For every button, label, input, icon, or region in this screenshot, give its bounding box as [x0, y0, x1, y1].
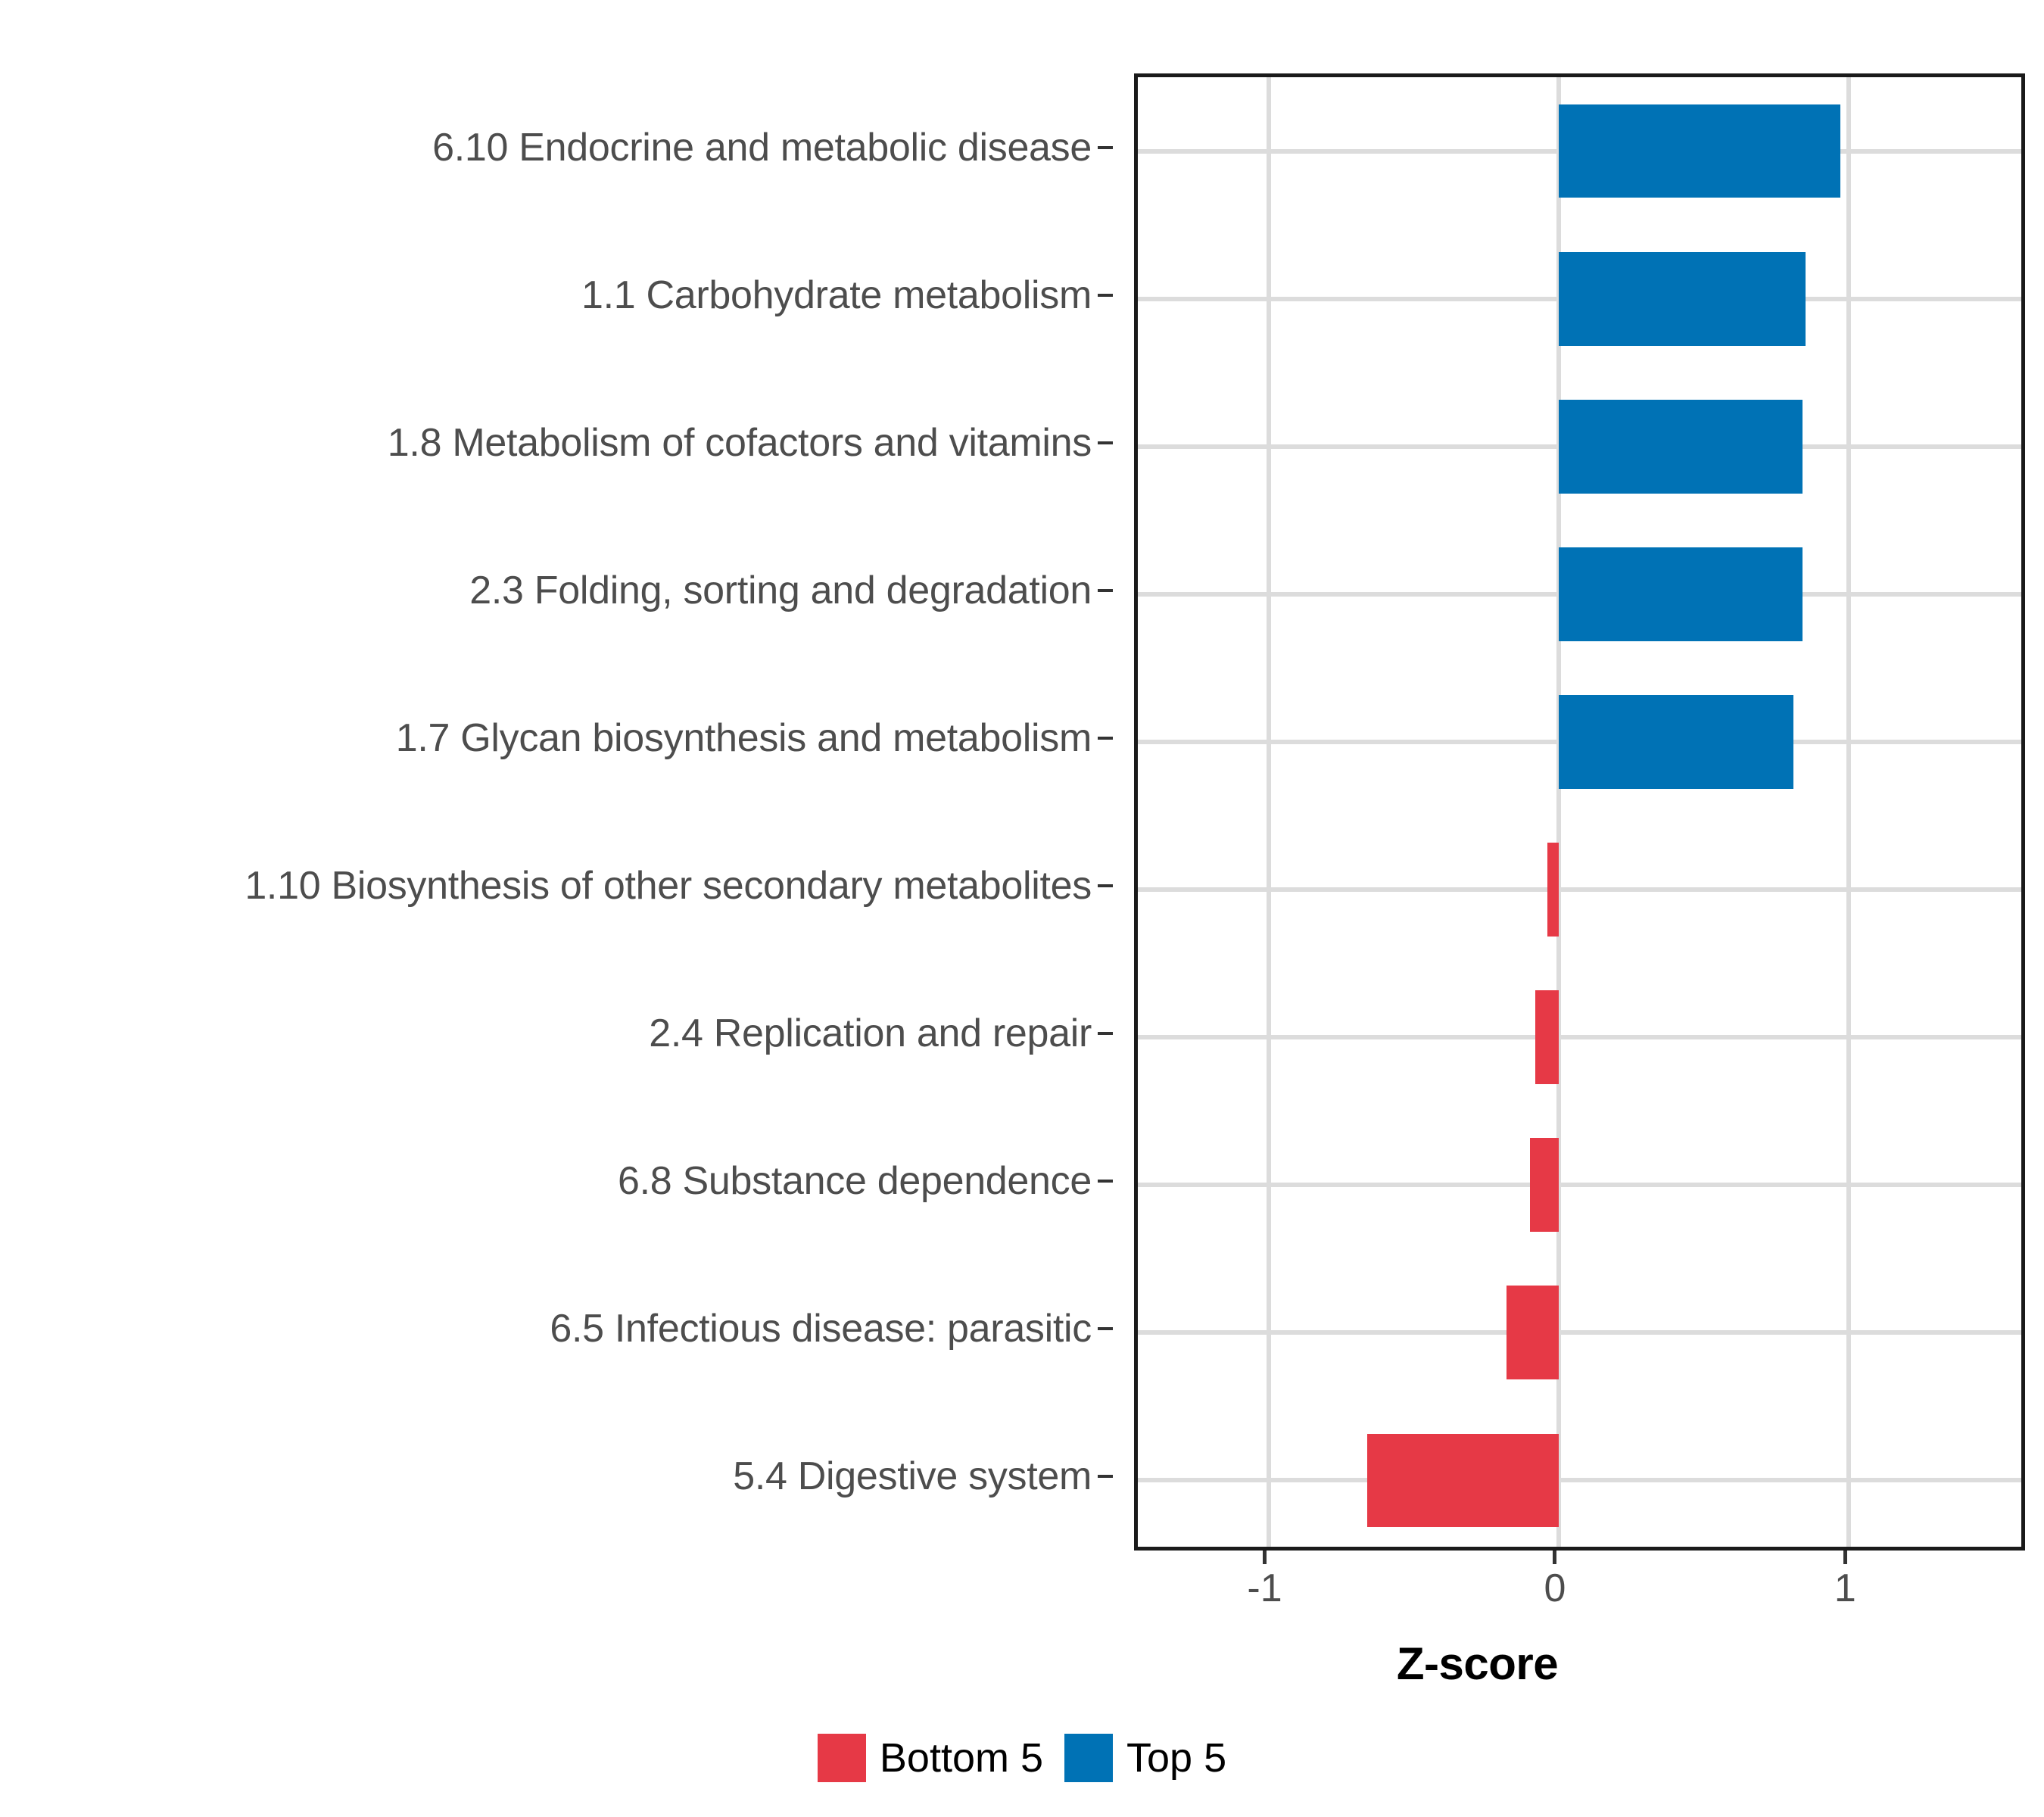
bar[interactable] — [1547, 843, 1559, 937]
y-axis-tick-row: 6.10 Endocrine and metabolic disease — [0, 120, 1113, 175]
plot-panel — [1134, 73, 2025, 1551]
y-axis-tick-row: 5.4 Digestive system — [0, 1449, 1113, 1504]
y-axis-tick-row: 6.5 Infectious disease: parasitic — [0, 1301, 1113, 1356]
legend-label: Top 5 — [1126, 1735, 1227, 1781]
x-axis-title-text: Z-score — [1396, 1638, 1559, 1689]
y-axis-tick-mark-icon — [1098, 145, 1113, 149]
y-axis-tick-mark-icon — [1098, 293, 1113, 297]
y-axis-tick-label: 1.1 Carbohydrate metabolism — [581, 273, 1092, 317]
x-axis-tick-mark-icon — [1843, 1551, 1847, 1564]
grid-line-horizontal — [1138, 887, 2021, 893]
y-axis-tick-mark-icon — [1098, 441, 1113, 444]
bar[interactable] — [1558, 547, 1803, 641]
x-axis-tick-label: 0 — [1544, 1566, 1566, 1610]
y-axis-tick-label: 6.8 Substance dependence — [618, 1159, 1092, 1204]
y-axis-tick-label: 6.5 Infectious disease: parasitic — [550, 1307, 1092, 1351]
bar[interactable] — [1558, 104, 1840, 198]
bar[interactable] — [1529, 1138, 1559, 1233]
bar[interactable] — [1535, 990, 1559, 1085]
grid-line-horizontal — [1138, 1035, 2021, 1040]
y-axis-tick-row: 1.10 Biosynthesis of other secondary met… — [0, 859, 1113, 913]
y-axis-tick-row: 2.3 Folding, sorting and degradation — [0, 563, 1113, 618]
x-axis-tick-label: 1 — [1834, 1566, 1856, 1610]
legend: Bottom 5 Top 5 — [0, 1734, 2044, 1782]
x-axis-tick-mark-icon — [1263, 1551, 1267, 1564]
y-axis-tick-mark-icon — [1098, 736, 1113, 740]
y-axis-tick-label: 1.7 Glycan biosynthesis and metabolism — [395, 715, 1092, 760]
y-axis-tick-mark-icon — [1098, 1032, 1113, 1036]
y-axis-tick-mark-icon — [1098, 1475, 1113, 1479]
y-axis-tick-label: 2.4 Replication and repair — [649, 1011, 1092, 1056]
x-axis-tick-mark-icon — [1553, 1551, 1557, 1564]
grid-line-horizontal — [1138, 1478, 2021, 1483]
legend-label: Bottom 5 — [879, 1735, 1043, 1781]
y-axis-tick-label: 2.3 Folding, sorting and degradation — [469, 568, 1092, 612]
legend-item-bottom5[interactable]: Bottom 5 — [817, 1734, 1043, 1782]
x-axis-tick-label: -1 — [1247, 1566, 1282, 1610]
grid-line-vertical — [1266, 77, 1271, 1547]
bar[interactable] — [1558, 251, 1806, 346]
bar[interactable] — [1506, 1286, 1559, 1380]
grid-line-vertical — [1556, 77, 1561, 1547]
y-axis-tick-row: 1.8 Metabolism of cofactors and vitamins — [0, 416, 1113, 470]
bar[interactable] — [1558, 695, 1794, 789]
grid-line-vertical — [1846, 77, 1852, 1547]
x-axis-title: Z-score — [1134, 1641, 2025, 1687]
legend-swatch-icon — [817, 1734, 866, 1782]
legend-item-top5[interactable]: Top 5 — [1064, 1734, 1226, 1782]
y-axis-tick-label: 5.4 Digestive system — [733, 1454, 1092, 1499]
y-axis-tick-row: 1.1 Carbohydrate metabolism — [0, 268, 1113, 323]
grid-line-horizontal — [1138, 1183, 2021, 1188]
plot-area — [1138, 77, 2021, 1547]
y-axis-tick-mark-icon — [1098, 1180, 1113, 1183]
legend-swatch-icon — [1064, 1734, 1113, 1782]
y-axis-tick-label: 6.10 Endocrine and metabolic disease — [432, 125, 1092, 170]
x-axis: -1 0 1 — [1134, 1551, 2025, 1641]
y-axis-tick-label: 1.10 Biosynthesis of other secondary met… — [245, 864, 1092, 908]
y-axis-tick-mark-icon — [1098, 1327, 1113, 1331]
y-axis-tick-row: 6.8 Substance dependence — [0, 1154, 1113, 1208]
y-axis-tick-row: 1.7 Glycan biosynthesis and metabolism — [0, 711, 1113, 765]
y-axis-tick-row: 2.4 Replication and repair — [0, 1006, 1113, 1061]
bar[interactable] — [1366, 1433, 1559, 1528]
bar[interactable] — [1558, 399, 1803, 494]
grid-line-horizontal — [1138, 1330, 2021, 1335]
y-axis-tick-mark-icon — [1098, 884, 1113, 888]
y-axis-tick-mark-icon — [1098, 588, 1113, 592]
y-axis-category-labels: 6.10 Endocrine and metabolic disease 1.1… — [0, 73, 1113, 1551]
y-axis-tick-label: 1.8 Metabolism of cofactors and vitamins — [387, 420, 1092, 465]
